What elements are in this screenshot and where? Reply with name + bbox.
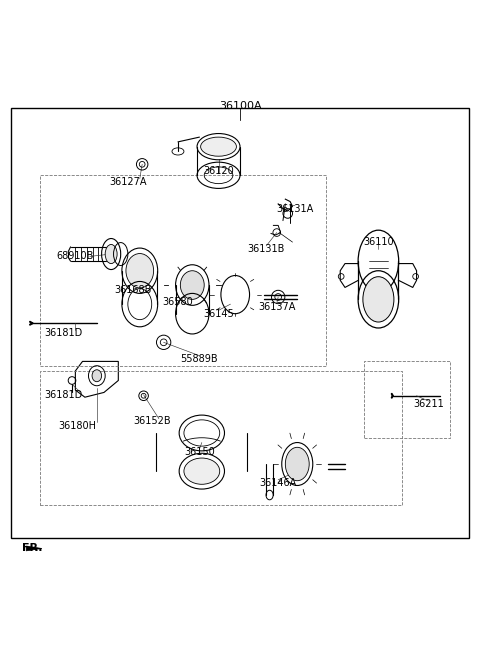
Ellipse shape [201, 137, 237, 156]
Text: 36211: 36211 [413, 400, 444, 409]
Text: 36181D: 36181D [44, 328, 83, 338]
Ellipse shape [184, 458, 220, 484]
Text: 68910B: 68910B [57, 251, 94, 262]
Text: 36181D: 36181D [44, 390, 83, 400]
Text: 36180H: 36180H [59, 421, 97, 431]
Ellipse shape [285, 447, 309, 481]
Text: 36131B: 36131B [248, 244, 285, 255]
Ellipse shape [363, 277, 394, 322]
Bar [39, 371, 402, 504]
Text: 36127A: 36127A [109, 177, 146, 188]
Text: 36137A: 36137A [258, 302, 295, 312]
Bar [364, 361, 450, 438]
Text: FR.: FR. [22, 543, 43, 552]
Text: 55889B: 55889B [180, 354, 218, 364]
Text: 36168B: 36168B [114, 285, 151, 295]
Text: 36152B: 36152B [133, 416, 170, 426]
Ellipse shape [180, 271, 204, 299]
Text: 36150: 36150 [184, 447, 215, 457]
Polygon shape [26, 546, 42, 551]
Ellipse shape [105, 245, 117, 264]
Text: 36145: 36145 [203, 309, 234, 319]
Text: 36146A: 36146A [260, 478, 297, 488]
Ellipse shape [126, 254, 154, 288]
Text: 36580: 36580 [163, 297, 193, 307]
Ellipse shape [92, 370, 102, 382]
Text: 36110: 36110 [363, 237, 394, 247]
Bar [39, 175, 326, 366]
Text: 36120: 36120 [203, 165, 234, 176]
Text: 36100A: 36100A [219, 101, 261, 111]
Text: 36131A: 36131A [276, 204, 313, 214]
